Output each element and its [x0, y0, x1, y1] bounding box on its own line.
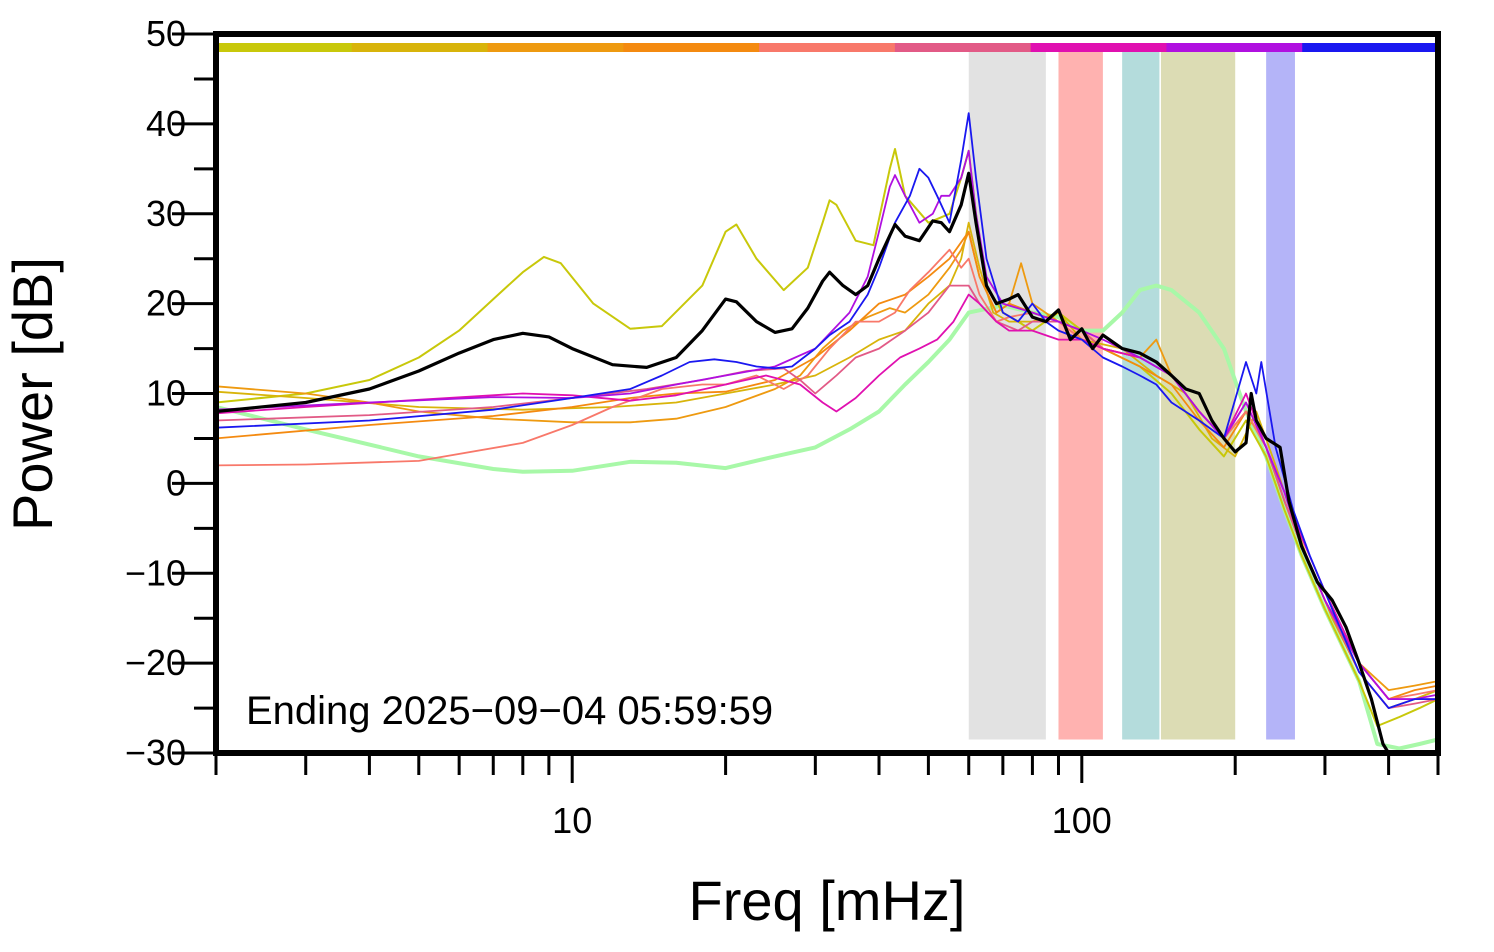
color-bar-segment-8: [1166, 43, 1303, 52]
series-line-6: [216, 248, 1438, 700]
series-line-2: [216, 148, 1438, 727]
band-1: [968, 51, 1046, 740]
x-tick-label: 10: [552, 800, 592, 841]
color-bar: [216, 43, 1439, 52]
y-tick-label: 10: [146, 373, 186, 414]
color-bar-segment-4: [623, 43, 760, 52]
y-axis: 50 40 30 20 10 0 −10 −20 −30: [125, 13, 216, 773]
x-tick-label: 100: [1052, 800, 1112, 841]
y-tick-label: 0: [166, 462, 186, 503]
y-axis-title: Power [dB]: [1, 257, 64, 531]
spectrum-series: [216, 112, 1438, 753]
frequency-bands: [968, 51, 1295, 740]
color-bar-segment-2: [351, 43, 489, 52]
y-tick-label: −30: [125, 732, 186, 773]
series-line-1: [216, 283, 1438, 751]
color-bar-segment-9: [1302, 43, 1439, 52]
series-line-3: [216, 221, 1438, 709]
y-tick-label: 50: [146, 13, 186, 54]
color-bar-segment-5: [759, 43, 896, 52]
y-tick-label: −10: [125, 552, 186, 593]
series-line-8: [216, 293, 1438, 700]
annotation-timestamp: Ending 2025−09−04 05:59:59: [246, 689, 773, 733]
band-3: [1122, 51, 1160, 740]
x-axis: 10 100: [214, 753, 1440, 841]
y-tick-label: 40: [146, 103, 186, 144]
plot-frame: [213, 31, 1441, 756]
y-tick-label: −20: [125, 642, 186, 683]
band-2: [1058, 51, 1103, 740]
series-line-5: [216, 230, 1438, 700]
color-bar-segment-6: [894, 43, 1032, 52]
series-line-10: [216, 112, 1438, 709]
series-line-9: [216, 149, 1438, 700]
band-5: [1266, 51, 1295, 740]
color-bar-segment-3: [487, 43, 624, 52]
color-bar-segment-7: [1030, 43, 1167, 52]
x-axis-title: Freq [mHz]: [689, 869, 966, 932]
y-tick-label: 20: [146, 283, 186, 324]
y-tick-label: 30: [146, 193, 186, 234]
series-line-11: [216, 171, 1391, 753]
color-bar-segment-1: [216, 43, 353, 52]
